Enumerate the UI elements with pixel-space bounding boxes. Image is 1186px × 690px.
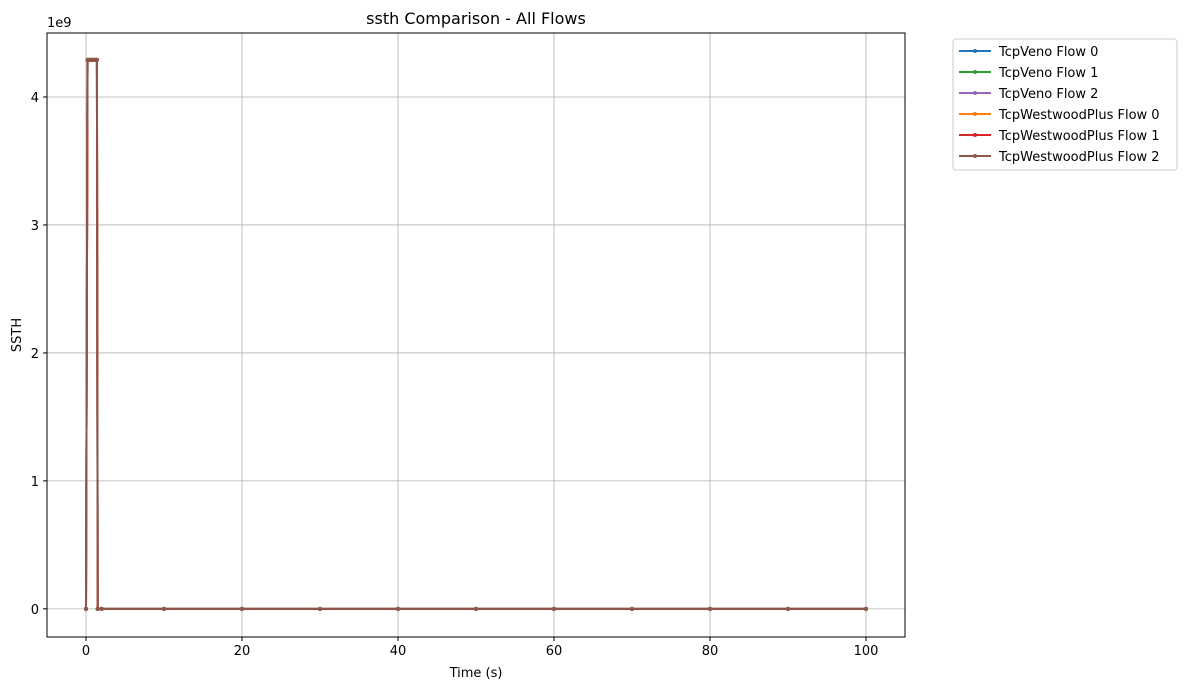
x-axis: 0 20 40 60 80 100 — [82, 637, 879, 659]
data-point-tcpwestwoodplus-flow-2 — [162, 606, 166, 611]
legend-marker-tcpwestwoodplus-flow-2 — [973, 154, 977, 158]
y-tick-label: 3 — [31, 219, 39, 234]
grid — [47, 33, 905, 637]
data-point-tcpwestwoodplus-flow-2 — [396, 606, 400, 611]
x-tick-label: 40 — [390, 644, 407, 659]
legend-label-tcpveno-flow-2: TcpVeno Flow 2 — [998, 87, 1098, 102]
x-axis-label: Time (s) — [449, 666, 503, 681]
y-axis: 0 1 2 3 4 — [31, 91, 47, 618]
y-tick-label: 0 — [31, 603, 39, 618]
legend-marker-tcpwestwoodplus-flow-0 — [973, 112, 977, 116]
x-tick-label: 0 — [82, 644, 90, 659]
y-axis-label: SSTH — [10, 318, 25, 352]
legend-marker-tcpveno-flow-0 — [973, 49, 977, 53]
plot-frame — [46, 32, 906, 638]
legend: TcpVeno Flow 0 TcpVeno Flow 1 TcpVeno Flow… — [952, 38, 1178, 171]
legend-label-tcpwestwoodplus-flow-1: TcpWestwoodPlus Flow 1 — [998, 129, 1160, 144]
plot-lines — [84, 57, 868, 611]
data-point-tcpwestwoodplus-flow-2 — [318, 606, 322, 611]
y-scale-label: 1e9 — [47, 16, 72, 31]
y-tick-label: 4 — [31, 91, 39, 106]
data-point-tcpwestwoodplus-flow-2 — [84, 606, 88, 611]
legend-box — [952, 38, 1178, 171]
data-point-tcpwestwoodplus-flow-2 — [240, 606, 244, 611]
x-tick-label: 60 — [546, 644, 563, 659]
legend-label-tcpwestwoodplus-flow-0: TcpWestwoodPlus Flow 0 — [998, 108, 1160, 123]
legend-label-tcpveno-flow-1: TcpVeno Flow 1 — [998, 66, 1098, 81]
y-tick-label: 2 — [31, 347, 39, 362]
data-point-tcpwestwoodplus-flow-2 — [708, 606, 712, 611]
data-point-tcpwestwoodplus-flow-2 — [474, 606, 478, 611]
data-point-tcpwestwoodplus-flow-2 — [99, 606, 104, 611]
data-point-tcpwestwoodplus-flow-2 — [552, 606, 556, 611]
chart-title: ssth Comparison - All Flows — [366, 9, 586, 28]
data-point-tcpwestwoodplus-flow-2 — [630, 606, 634, 611]
x-tick-label: 20 — [234, 644, 251, 659]
y-tick-label: 1 — [31, 475, 39, 490]
data-point-tcpwestwoodplus-flow-2 — [864, 606, 868, 611]
legend-marker-tcpveno-flow-1 — [973, 70, 977, 74]
data-point-tcpwestwoodplus-flow-2 — [95, 606, 100, 611]
x-tick-label: 80 — [702, 644, 719, 659]
data-point-tcpwestwoodplus-flow-2 — [786, 606, 790, 611]
legend-marker-tcpveno-flow-2 — [973, 91, 977, 95]
x-tick-label: 100 — [854, 644, 879, 659]
legend-label-tcpveno-flow-0: TcpVeno Flow 0 — [998, 45, 1098, 60]
legend-marker-tcpwestwoodplus-flow-1 — [973, 133, 977, 137]
data-point-tcpwestwoodplus-flow-2 — [94, 57, 99, 62]
legend-label-tcpwestwoodplus-flow-2: TcpWestwoodPlus Flow 2 — [998, 150, 1160, 165]
